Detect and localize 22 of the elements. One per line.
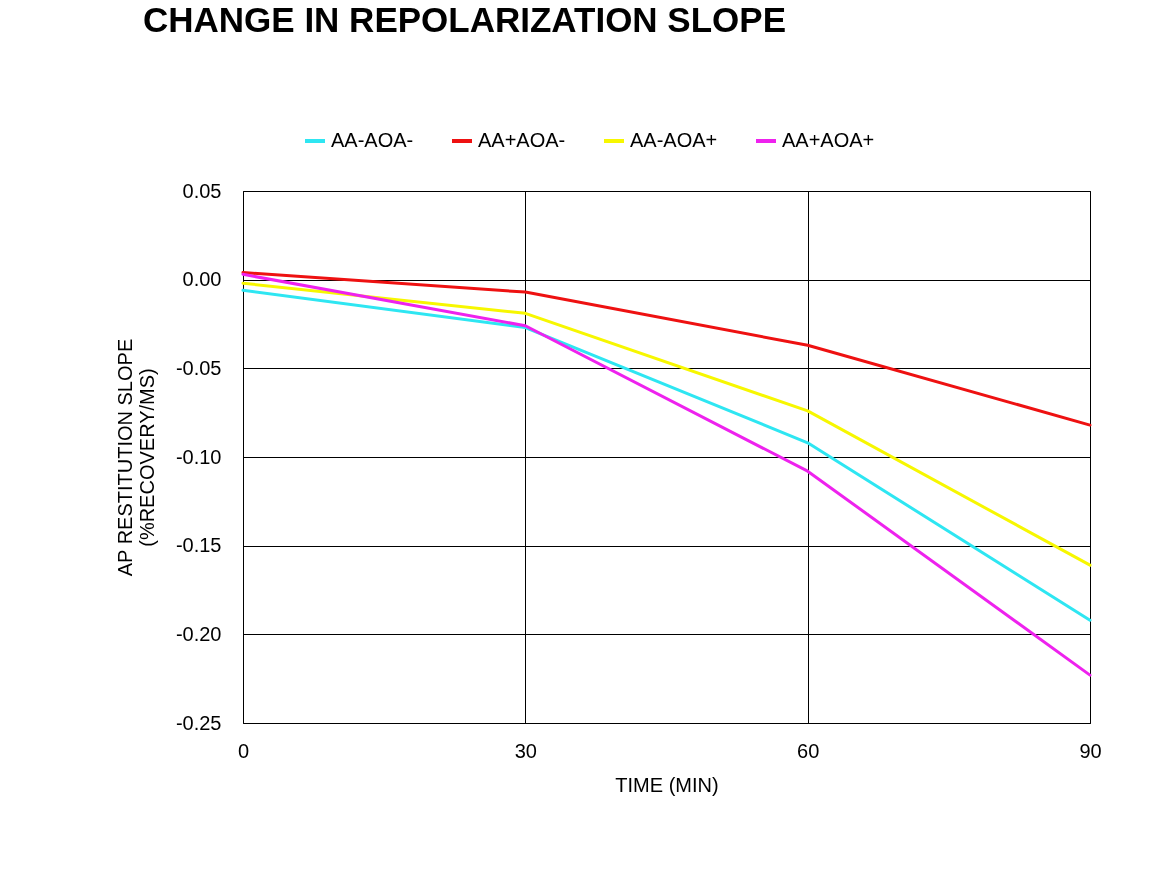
y-tick-label: -0.20 — [175, 622, 222, 645]
y-tick-label: -0.25 — [175, 711, 222, 734]
line-series — [241, 281, 1092, 567]
y-tick-label: -0.15 — [175, 534, 222, 557]
chart-title: CHANGE IN REPOLARIZATION SLOPE — [143, 0, 786, 39]
y-tick-label: 0.05 — [182, 179, 222, 202]
y-axis-title: AP RESTITUTION SLOPE (%RECOVERY/MS) — [113, 338, 158, 577]
x-tick-label: 90 — [1079, 739, 1102, 762]
line-series — [241, 288, 1092, 622]
y-tick-label: 0.00 — [182, 268, 222, 291]
x-tick-label: 60 — [797, 739, 820, 762]
legend-label: AA+AOA- — [478, 129, 566, 151]
line-series — [241, 271, 1092, 427]
legend-label: AA+AOA+ — [782, 129, 875, 151]
x-tick-label: 30 — [514, 739, 537, 762]
legend-label: AA-AOA+ — [630, 129, 718, 151]
legend-label: AA-AOA- — [331, 129, 414, 151]
x-tick-label: 0 — [237, 739, 250, 762]
line-series — [241, 272, 1092, 677]
x-axis-title: TIME (MIN) — [615, 773, 719, 796]
y-tick-label: -0.05 — [175, 356, 222, 379]
y-tick-label: -0.10 — [175, 445, 222, 468]
